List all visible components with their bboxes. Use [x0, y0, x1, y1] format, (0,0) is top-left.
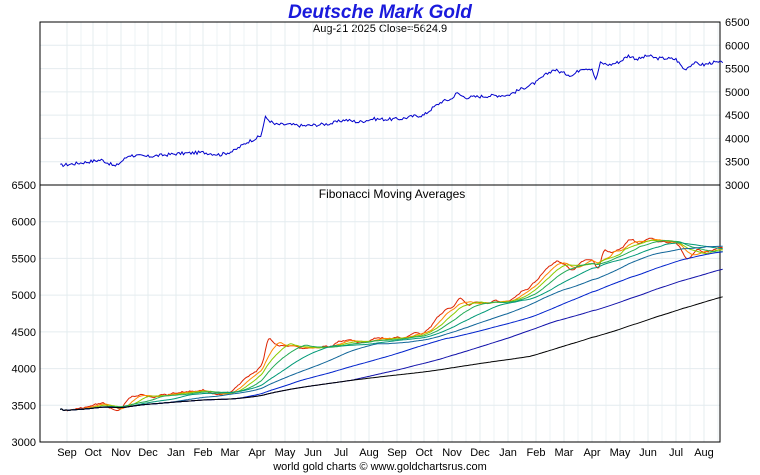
y-tick-label-left: 5500: [12, 253, 36, 265]
moving-average-line-7: [60, 251, 723, 411]
y-tick-label-left: 6500: [12, 180, 36, 192]
x-tick-label: Feb: [194, 447, 213, 459]
x-tick-label: May: [610, 447, 631, 459]
plot-frame: [39, 21, 721, 186]
x-tick-label: Oct: [415, 447, 432, 459]
x-tick-label: Nov: [111, 447, 131, 459]
x-tick-label: Aug: [359, 447, 379, 459]
y-tick-label-right: 5500: [725, 64, 749, 76]
indicator-title: Fibonacci Moving Averages: [319, 187, 466, 201]
y-tick-label-right: 6000: [725, 40, 749, 52]
x-tick-label: Nov: [442, 447, 462, 459]
x-tick-label: Dec: [470, 447, 490, 459]
x-tick-label: Jan: [167, 447, 185, 459]
x-tick-label: Jul: [334, 447, 348, 459]
y-tick-label-left: 4000: [12, 364, 36, 376]
x-tick-label: Dec: [138, 447, 158, 459]
x-tick-label: Oct: [84, 447, 101, 459]
chart-subtitle: Aug-21 2025 Close=5624.9: [312, 23, 448, 35]
y-tick-label-left: 5000: [12, 290, 36, 302]
y-tick-label-right: 3000: [725, 180, 749, 192]
moving-average-line-9: [60, 296, 723, 411]
x-tick-label: May: [275, 447, 296, 459]
y-tick-label-right: 4500: [725, 110, 749, 122]
x-tick-label: Sep: [57, 447, 77, 459]
x-tick-label: Sep: [387, 447, 407, 459]
x-tick-label: Feb: [527, 447, 546, 459]
moving-average-line-3: [60, 239, 723, 411]
plot-frame: [39, 184, 721, 443]
moving-average-line-5: [60, 242, 723, 411]
y-tick-label-left: 3500: [12, 400, 36, 412]
moving-average-line-2: [60, 238, 723, 411]
x-tick-label: Jun: [304, 447, 322, 459]
x-tick-label: Jun: [639, 447, 657, 459]
y-tick-label-right: 5000: [725, 87, 749, 99]
x-tick-label: Jul: [669, 447, 683, 459]
y-tick-label-left: 3000: [12, 437, 36, 449]
y-tick-label-right: 6500: [725, 17, 749, 29]
chart-footer: world gold charts © www.goldchartsrus.co…: [273, 461, 487, 473]
y-tick-label-right: 3500: [725, 157, 749, 169]
x-tick-label: Mar: [555, 447, 574, 459]
moving-average-line-4: [60, 240, 723, 411]
price-line: [60, 53, 724, 168]
x-tick-label: Apr: [248, 447, 265, 459]
moving-average-line-1: [60, 237, 723, 412]
y-tick-label-left: 6000: [12, 217, 36, 229]
x-tick-label: Jan: [499, 447, 517, 459]
chart-title: Deutsche Mark Gold: [288, 2, 472, 23]
y-tick-label-right: 4000: [725, 133, 749, 145]
x-tick-label: Aug: [694, 447, 714, 459]
x-tick-label: Mar: [221, 447, 240, 459]
y-tick-label-left: 4500: [12, 327, 36, 339]
x-tick-label: Apr: [583, 447, 600, 459]
